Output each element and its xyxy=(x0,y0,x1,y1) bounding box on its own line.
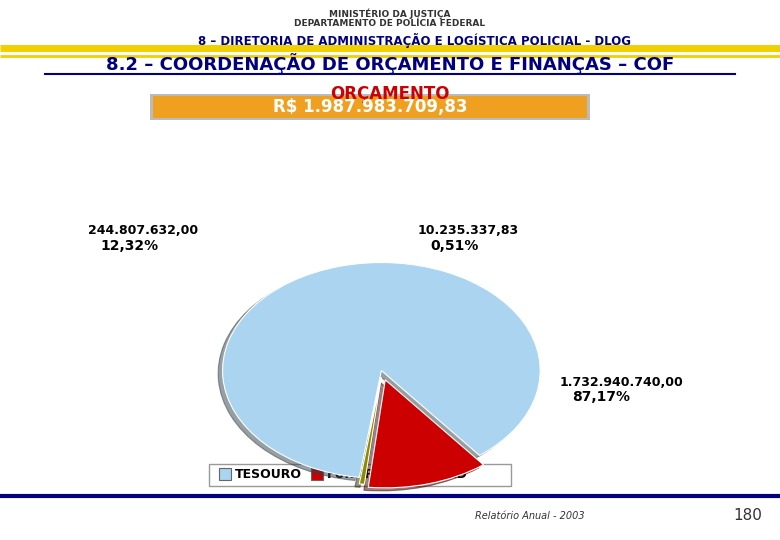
Text: 8.2 – COORDENAÇÃO DE ORÇAMENTO E FINANÇAS – COF: 8.2 – COORDENAÇÃO DE ORÇAMENTO E FINANÇA… xyxy=(106,53,674,75)
Text: 12,32%: 12,32% xyxy=(100,239,158,253)
Text: 180: 180 xyxy=(733,509,762,523)
FancyBboxPatch shape xyxy=(311,468,323,480)
Wedge shape xyxy=(368,380,484,488)
Text: FUNAPOL: FUNAPOL xyxy=(327,468,393,481)
FancyBboxPatch shape xyxy=(403,468,415,480)
FancyBboxPatch shape xyxy=(150,94,590,120)
Text: 244.807.632,00: 244.807.632,00 xyxy=(88,224,198,237)
Text: FUNAD: FUNAD xyxy=(419,468,468,481)
Text: R$ 1.987.983.709,83: R$ 1.987.983.709,83 xyxy=(273,98,467,116)
Wedge shape xyxy=(222,262,541,477)
FancyBboxPatch shape xyxy=(153,96,587,118)
Text: 10.235.337,83: 10.235.337,83 xyxy=(418,224,519,237)
FancyBboxPatch shape xyxy=(209,464,511,486)
Text: Relatório Anual - 2003: Relatório Anual - 2003 xyxy=(475,511,585,521)
Text: 0,51%: 0,51% xyxy=(430,239,478,253)
Text: TESOURO: TESOURO xyxy=(235,468,302,481)
FancyBboxPatch shape xyxy=(219,468,231,480)
Text: 1.732.940.740,00: 1.732.940.740,00 xyxy=(560,375,684,388)
Text: MINISTÉRIO DA JUSTIÇA: MINISTÉRIO DA JUSTIÇA xyxy=(329,9,451,19)
Wedge shape xyxy=(360,377,381,484)
Text: ORÇAMENTO: ORÇAMENTO xyxy=(330,85,450,103)
Text: 8 – DIRETORIA DE ADMINISTRAÇÃO E LOGÍSTICA POLICIAL - DLOG: 8 – DIRETORIA DE ADMINISTRAÇÃO E LOGÍSTI… xyxy=(198,32,632,48)
Text: 87,17%: 87,17% xyxy=(572,390,630,404)
Text: DEPARTAMENTO DE POLÍCIA FEDERAL: DEPARTAMENTO DE POLÍCIA FEDERAL xyxy=(294,19,486,29)
